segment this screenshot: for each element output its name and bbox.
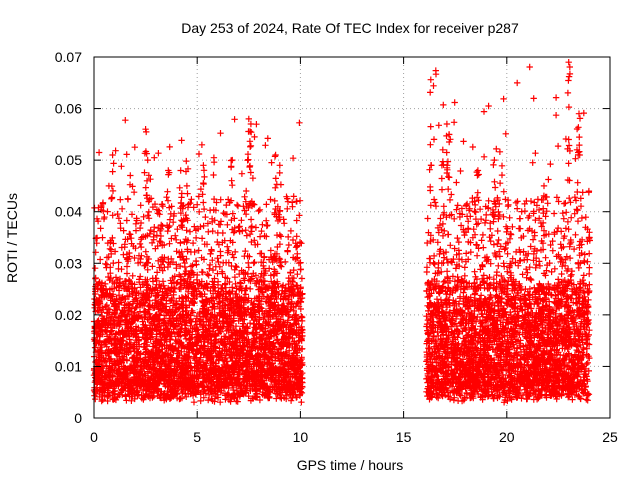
x-tick-label: 0 (90, 429, 98, 445)
y-tick-label: 0.02 (55, 307, 82, 323)
y-tick-label: 0.06 (55, 101, 82, 117)
data-markers (90, 59, 593, 406)
y-tick-label: 0.07 (55, 49, 82, 65)
roti-scatter-points (90, 59, 593, 406)
x-tick-label: 20 (499, 429, 515, 445)
x-axis-label: GPS time / hours (297, 457, 404, 473)
y-tick-label: 0.04 (55, 204, 82, 220)
y-tick-labels: 0 0.01 0.02 0.03 0.04 0.05 0.06 0.07 (55, 49, 82, 426)
x-tick-labels: 0 5 10 15 20 25 (90, 429, 618, 445)
y-axis-label: ROTI / TECUs (4, 193, 20, 283)
y-tick-label: 0.03 (55, 255, 82, 271)
x-tick-label: 15 (396, 429, 412, 445)
y-tick-label: 0 (74, 410, 82, 426)
x-tick-label: 10 (293, 429, 309, 445)
chart-title: Day 253 of 2024, Rate Of TEC Index for r… (181, 20, 519, 36)
y-tick-label: 0.05 (55, 152, 82, 168)
y-tick-label: 0.01 (55, 358, 82, 374)
x-tick-label: 5 (193, 429, 201, 445)
plot-frame (93, 56, 611, 419)
axis-ticks (93, 56, 611, 419)
x-tick-label: 25 (602, 429, 618, 445)
